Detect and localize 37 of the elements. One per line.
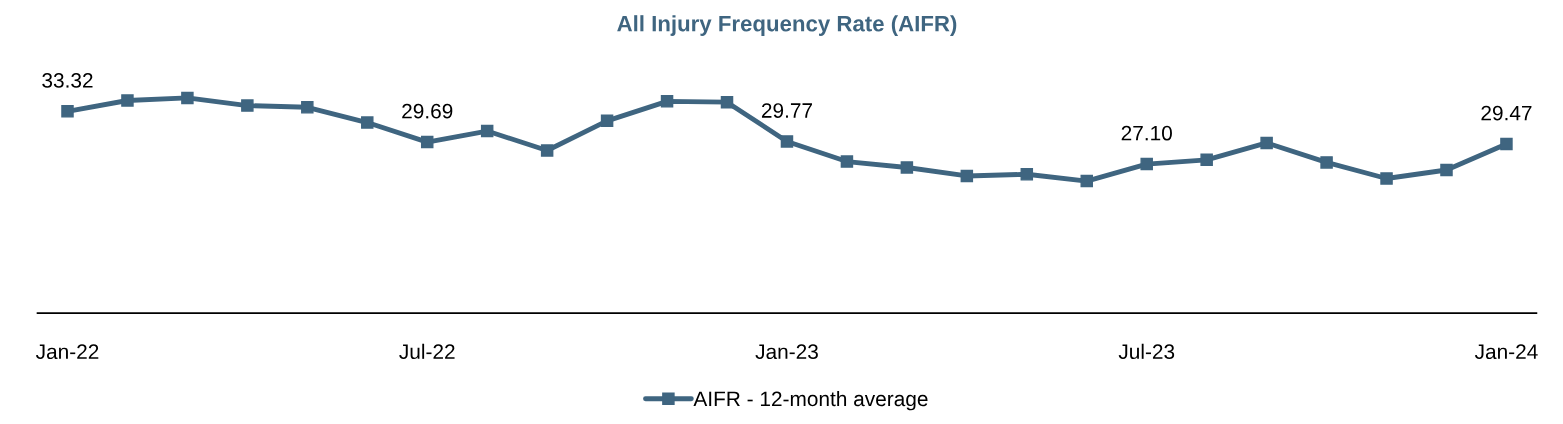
point xyxy=(241,99,254,112)
point xyxy=(1020,168,1034,181)
data-label: 29.47 xyxy=(1481,105,1532,121)
point xyxy=(420,135,434,149)
point xyxy=(540,144,554,157)
point xyxy=(1380,172,1393,185)
point xyxy=(1140,157,1153,171)
point xyxy=(480,124,494,138)
point xyxy=(780,135,794,148)
data-label: 33.32 xyxy=(42,73,93,88)
data-label: 27.10 xyxy=(1121,125,1172,141)
point xyxy=(1500,137,1513,151)
point xyxy=(61,105,74,118)
legend-label: AIFR - 12-month average xyxy=(693,390,928,411)
point xyxy=(720,95,734,109)
point xyxy=(1440,163,1453,177)
point xyxy=(361,116,374,129)
x-tick-label: Jan-22 xyxy=(35,344,99,360)
x-tick-label: Jul-23 xyxy=(1118,343,1175,360)
point xyxy=(660,95,674,108)
point xyxy=(900,161,914,174)
point xyxy=(1200,153,1213,167)
data-label: 29.77 xyxy=(761,103,812,118)
point xyxy=(121,94,134,107)
chart-title: All Injury Frequency Rate (AIFR) xyxy=(617,15,957,36)
point xyxy=(1320,156,1333,169)
point xyxy=(1080,174,1094,188)
point xyxy=(1260,136,1273,150)
point xyxy=(181,91,194,105)
x-tick-label: Jan-23 xyxy=(755,344,818,360)
point xyxy=(301,101,314,114)
x-tick-label: Jul-22 xyxy=(399,343,455,360)
point xyxy=(960,169,974,183)
data-label: 29.69 xyxy=(402,103,453,119)
x-tick-label: Jan-24 xyxy=(1474,344,1538,360)
point xyxy=(840,155,854,168)
point xyxy=(600,114,614,128)
